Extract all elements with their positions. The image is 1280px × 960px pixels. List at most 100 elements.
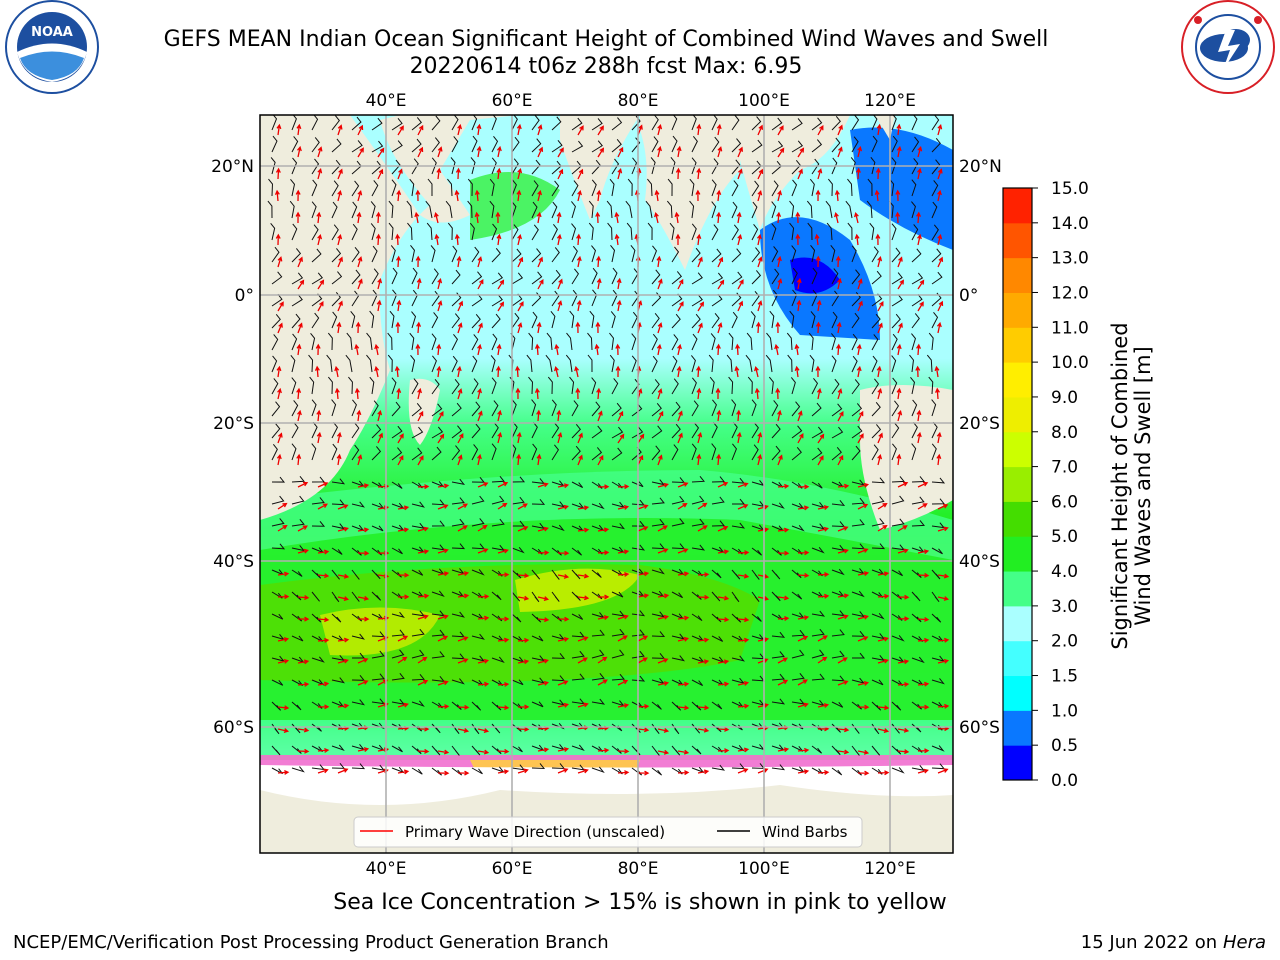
wave-direction-arrow <box>397 656 408 664</box>
wind-barb <box>451 767 463 776</box>
wind-barb <box>711 179 717 197</box>
wind-barb <box>311 497 325 505</box>
wind-barb <box>571 400 579 417</box>
wave-direction-arrow <box>677 749 690 755</box>
colorbar-segment <box>1003 292 1032 328</box>
wind-barb <box>571 268 580 285</box>
wave-direction-arrow <box>357 527 370 533</box>
wave-direction-arrow <box>275 167 281 180</box>
wave-direction-arrow <box>797 615 810 621</box>
wave-direction-arrow <box>317 573 330 579</box>
wave-direction-arrow <box>737 279 744 290</box>
wave-direction-arrow <box>477 548 489 554</box>
wave-direction-arrow <box>617 748 630 754</box>
colorbar-tick-label: 11.0 <box>1051 318 1089 338</box>
wave-direction-arrow <box>394 365 400 378</box>
wave-direction-arrow <box>433 211 439 224</box>
wind-barb <box>871 613 885 620</box>
wind-barb <box>808 332 814 351</box>
wind-barb <box>831 268 839 285</box>
wave-direction-arrow <box>357 747 370 752</box>
wave-direction-arrow <box>897 256 903 268</box>
wave-direction-arrow <box>695 189 701 202</box>
wind-barb <box>331 478 346 485</box>
wind-barb <box>531 635 544 642</box>
wave-direction-arrow <box>877 525 888 532</box>
wave-direction-arrow <box>417 549 430 555</box>
wind-barb <box>711 248 722 263</box>
wave-direction-arrow <box>937 573 950 579</box>
wind-barb <box>928 332 934 351</box>
wave-direction-arrow <box>737 747 750 753</box>
wind-barb <box>271 518 285 527</box>
wind-barb <box>391 140 403 153</box>
chart-title: GEFS MEAN Indian Ocean Significant Heigh… <box>163 27 1049 52</box>
lat-tick-left-0: 0° <box>235 286 254 306</box>
wind-barb <box>791 425 803 439</box>
wave-direction-arrow <box>437 504 449 510</box>
wind-barb <box>911 272 924 285</box>
wind-barb <box>771 246 779 263</box>
wave-direction-arrow <box>575 387 581 400</box>
wave-direction-arrow <box>834 211 839 224</box>
wind-barb <box>291 569 303 577</box>
map-legend: Primary Wave Direction (unscaled) Wind B… <box>353 816 863 848</box>
wave-direction-arrow <box>297 548 309 554</box>
wave-direction-arrow <box>897 548 909 554</box>
wave-direction-arrow <box>897 616 910 622</box>
wave-direction-arrow <box>377 409 383 422</box>
wind-barb <box>571 140 584 153</box>
colorbar-label: Significant Height of Combined Wind Wave… <box>1108 322 1155 649</box>
wave-direction-arrow <box>737 300 744 312</box>
lat-tick-right-60s: 60°S <box>959 718 1000 738</box>
wind-barb <box>351 269 361 285</box>
wind-barb <box>571 650 585 659</box>
wave-direction-arrow <box>336 431 342 444</box>
wind-barb <box>871 543 886 550</box>
wave-direction-arrow <box>817 593 830 599</box>
wave-direction-arrow <box>677 636 689 642</box>
wave-direction-arrow <box>717 748 730 754</box>
wave-direction-arrow <box>937 300 944 312</box>
wave-direction-arrow <box>815 365 821 378</box>
wind-barb <box>511 679 524 686</box>
wind-barb <box>391 159 401 175</box>
wave-direction-arrow <box>517 726 530 732</box>
wind-barb <box>471 444 479 461</box>
wind-barb <box>511 158 519 175</box>
wave-direction-arrow <box>437 146 443 158</box>
wind-barb <box>291 635 304 642</box>
wave-direction-arrow <box>757 300 763 312</box>
wind-barb <box>528 332 534 351</box>
wind-barb <box>588 200 594 219</box>
wave-direction-arrow <box>517 768 529 774</box>
wind-barb <box>431 268 439 285</box>
wind-barb <box>467 178 473 197</box>
wave-direction-arrow <box>337 256 343 268</box>
wave-direction-arrow <box>317 233 323 246</box>
wave-direction-arrow <box>796 299 802 312</box>
wind-barb <box>531 311 538 329</box>
wind-barb <box>491 294 503 307</box>
wave-direction-arrow <box>777 189 783 202</box>
wind-barb <box>831 544 846 551</box>
map-frame <box>259 114 954 854</box>
wave-direction-arrow <box>657 123 663 136</box>
wave-direction-arrow <box>437 433 445 444</box>
lon-tick-top-40e: 40°E <box>366 91 407 111</box>
wave-direction-arrow <box>437 300 443 312</box>
wave-direction-arrow <box>277 637 290 642</box>
colorbar-segment <box>1003 536 1032 572</box>
wind-barb <box>371 140 384 153</box>
wind-barb <box>711 520 726 527</box>
wind-barb <box>771 569 781 580</box>
wind-barb <box>587 332 593 351</box>
wave-direction-arrow <box>377 432 383 444</box>
wind-barb <box>831 701 844 708</box>
wave-direction-arrow <box>416 277 422 290</box>
wave-direction-arrow <box>557 573 570 579</box>
wind-barb <box>271 423 281 439</box>
wave-direction-arrow <box>777 747 790 753</box>
wave-direction-arrow <box>454 233 460 246</box>
wind-barb <box>831 767 843 776</box>
